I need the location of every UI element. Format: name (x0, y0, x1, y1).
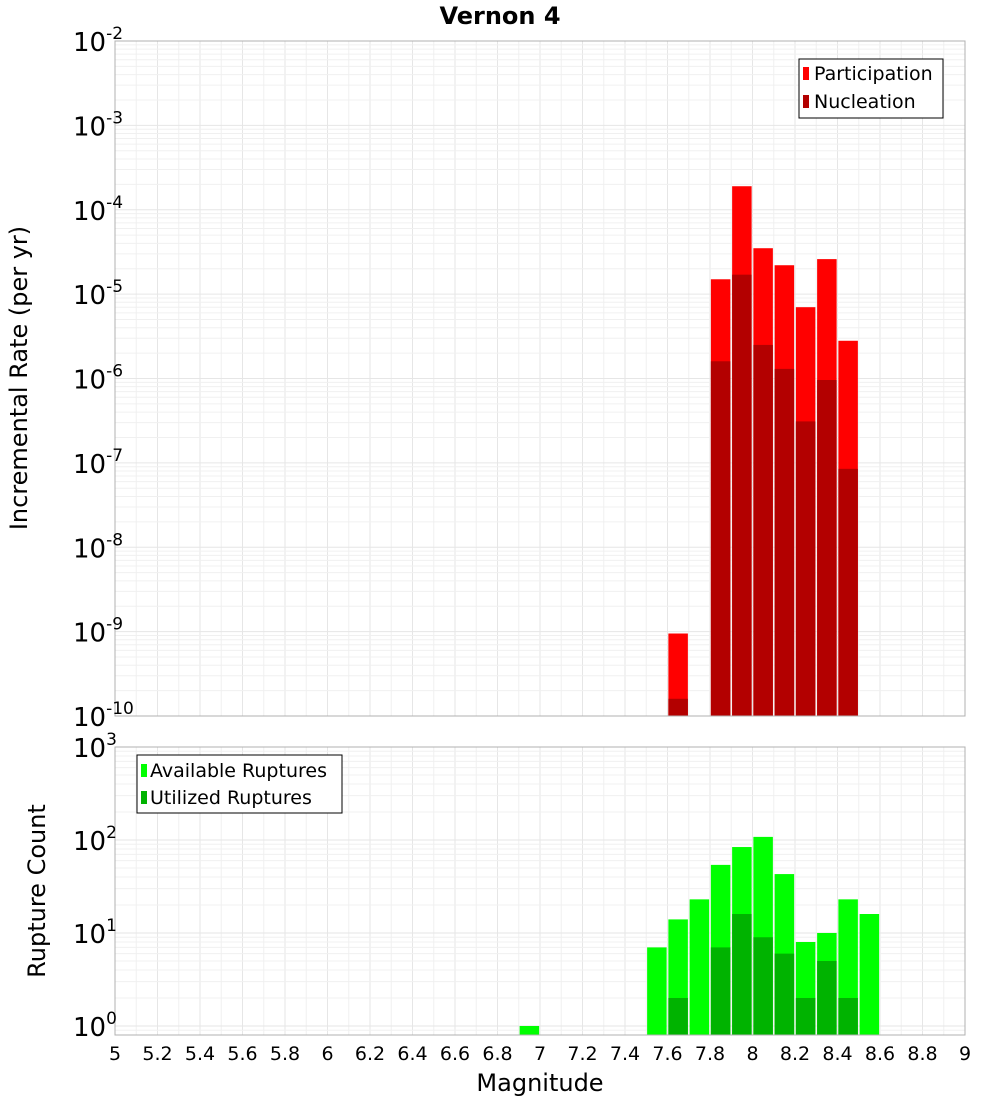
x-tick-label: 8.2 (780, 1043, 810, 1065)
x-tick-label: 6.8 (482, 1043, 512, 1065)
utilized-ruptures-bar (753, 937, 773, 1035)
y-tick-label: 10-2 (73, 24, 123, 58)
bottom-plot-x-ticks: 5 5.2 5.4 5.6 5.8 6 6.2 6.4 6.6 6.8 7 7.2 7.4 7.6 7.8 8… (109, 1043, 971, 1065)
x-tick-label: 5.6 (227, 1043, 257, 1065)
y-tick-label: 10-7 (73, 446, 123, 480)
utilized-ruptures-bar (817, 960, 837, 1035)
available-ruptures-bar (859, 914, 880, 1035)
x-tick-label: 7.6 (652, 1043, 682, 1065)
y-tick-label: 10-10 (73, 699, 134, 733)
x-tick-label: 8 (746, 1043, 758, 1065)
x-tick-label: 6.6 (440, 1043, 470, 1065)
utilized-ruptures-bar (838, 997, 858, 1035)
utilized-ruptures-bar (774, 953, 795, 1035)
x-tick-label: 7.4 (610, 1043, 640, 1065)
x-tick-label: 8.4 (822, 1043, 852, 1065)
available-ruptures-bar (647, 947, 667, 1035)
participation-bar (668, 633, 688, 716)
bottom-legend-box (136, 754, 343, 814)
x-tick-label: 8.6 (865, 1043, 895, 1065)
top-y-axis-label: Incremental Rate (per yr) (5, 226, 33, 530)
chart-title: Vernon 4 (439, 2, 560, 30)
top-plot: 10-10 10-9 10-8 10-7 10-6 10-5 10-4 10-3 10-2 In… (5, 24, 966, 733)
y-tick-label: 10-4 (73, 193, 123, 227)
x-tick-label: 6.4 (397, 1043, 427, 1065)
top-plot-y-ticks: 10-10 10-9 10-8 10-7 10-6 10-5 10-4 10-3 10-2 (73, 24, 134, 733)
bottom-plot-frame (114, 746, 966, 1036)
top-plot-legend: Participation Nucleation (798, 58, 944, 119)
y-tick-label: 10-6 (73, 362, 123, 396)
y-tick-label: 10-8 (73, 530, 123, 564)
x-tick-label: 7.2 (567, 1043, 597, 1065)
x-tick-label: 9 (959, 1043, 971, 1065)
bottom-plot-y-ticks: 100 101 102 103 (73, 730, 117, 1043)
utilized-ruptures-bar (668, 997, 688, 1035)
y-tick-label: 103 (73, 730, 117, 764)
nucleation-legend-label: Nucleation (814, 91, 916, 113)
x-tick-label: 5.4 (185, 1043, 215, 1065)
x-tick-label: 5.2 (142, 1043, 172, 1065)
x-axis-label: Magnitude (476, 1069, 603, 1097)
y-tick-label: 10-5 (73, 277, 123, 311)
bottom-plot: 100 101 102 103 5 5.2 5.4 5.6 5.8 6 6.2 6.4 6.6 6.8 7… (23, 730, 971, 1097)
x-tick-label: 7.8 (695, 1043, 725, 1065)
available-ruptures-bar (689, 899, 710, 1035)
y-tick-label: 10-9 (73, 615, 123, 649)
nucleation-bar (732, 274, 752, 716)
utilized-ruptures-legend-swatch (141, 791, 147, 804)
nucleation-bar (774, 368, 795, 716)
x-tick-label: 6.2 (355, 1043, 385, 1065)
utilized-ruptures-legend-label: Utilized Ruptures (150, 787, 312, 809)
utilized-ruptures-bar (732, 914, 752, 1035)
available-ruptures-legend-swatch (141, 764, 147, 777)
x-tick-label: 7 (534, 1043, 546, 1065)
y-tick-label: 102 (73, 823, 117, 857)
y-tick-label: 100 (73, 1009, 117, 1043)
top-plot-gridlines (114, 40, 966, 717)
bottom-y-axis-label: Rupture Count (23, 804, 51, 978)
available-ruptures-legend-label: Available Ruptures (150, 760, 327, 782)
bottom-plot-legend: Available Ruptures Utilized Ruptures (136, 754, 343, 814)
bottom-plot-bars (519, 836, 880, 1035)
top-legend-box (798, 58, 944, 119)
nucleation-bar (795, 421, 816, 716)
available-ruptures-bar (519, 1025, 540, 1035)
nucleation-legend-swatch (803, 95, 809, 108)
participation-legend-label: Participation (814, 63, 933, 85)
utilized-ruptures-bar (795, 997, 816, 1035)
y-tick-label: 101 (73, 916, 117, 950)
participation-legend-swatch (803, 67, 809, 80)
x-tick-label: 5 (109, 1043, 121, 1065)
nucleation-bar (753, 344, 773, 716)
utilized-ruptures-bar (710, 947, 731, 1035)
nucleation-bar (710, 361, 731, 716)
top-plot-frame (114, 40, 966, 717)
nucleation-bar (668, 698, 688, 716)
x-tick-label: 6 (321, 1043, 333, 1065)
x-tick-label: 5.8 (270, 1043, 300, 1065)
nucleation-bar (817, 379, 837, 716)
x-tick-label: 8.8 (907, 1043, 937, 1065)
top-plot-bars (668, 186, 858, 717)
nucleation-bar (838, 468, 858, 716)
y-tick-label: 10-3 (73, 108, 123, 142)
